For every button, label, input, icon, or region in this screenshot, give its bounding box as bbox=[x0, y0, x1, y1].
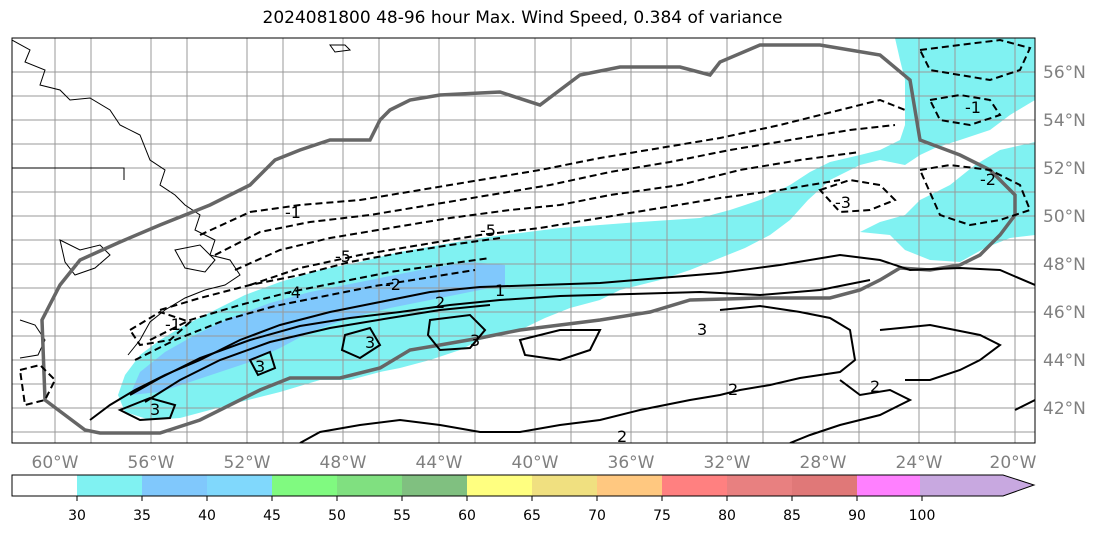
colorbar-tick-label: 90 bbox=[848, 508, 866, 524]
contour-label: 1 bbox=[495, 281, 505, 300]
contour-label: -4 bbox=[285, 283, 301, 302]
contour-label: 2 bbox=[617, 427, 627, 446]
lat-label: 46°N bbox=[1043, 303, 1086, 323]
contour-label: 2 bbox=[870, 377, 880, 396]
lon-label: 60°W bbox=[32, 453, 79, 473]
contour-label: -1 bbox=[285, 203, 301, 222]
lat-label: 54°N bbox=[1043, 111, 1086, 131]
colorbar-segment bbox=[727, 475, 792, 496]
colorbar-tick-label: 70 bbox=[588, 508, 606, 524]
lat-label: 50°N bbox=[1043, 207, 1086, 227]
lon-label: 56°W bbox=[128, 453, 175, 473]
lat-label: 48°N bbox=[1043, 255, 1086, 275]
colorbar-segment bbox=[857, 475, 922, 496]
colorbar-segment bbox=[272, 475, 337, 496]
contour-label: 2 bbox=[435, 293, 445, 312]
lon-label: 36°W bbox=[608, 453, 655, 473]
colorbar-segment bbox=[532, 475, 597, 496]
lon-label: 20°W bbox=[990, 453, 1037, 473]
colorbar-segment bbox=[792, 475, 857, 496]
contour-label: -1 bbox=[165, 315, 181, 334]
lon-label: 28°W bbox=[800, 453, 847, 473]
colorbar-tick-label: 40 bbox=[198, 508, 216, 524]
colorbar-tick-label: 85 bbox=[783, 508, 801, 524]
colorbar-segment bbox=[77, 475, 142, 496]
negative-contours bbox=[18, 38, 1032, 407]
contour-label: -2 bbox=[385, 275, 401, 294]
lat-label: 52°N bbox=[1043, 159, 1086, 179]
contour-label: 3 bbox=[150, 400, 160, 419]
positive-contours bbox=[89, 253, 1035, 443]
colorbar-tick-label: 35 bbox=[133, 508, 151, 524]
lon-label: 40°W bbox=[512, 453, 559, 473]
lat-label: 44°N bbox=[1043, 351, 1086, 371]
contour-label: -3 bbox=[835, 193, 851, 212]
lon-label: 44°W bbox=[416, 453, 463, 473]
colorbar-tick-label: 55 bbox=[393, 508, 411, 524]
lon-label: 24°W bbox=[896, 453, 943, 473]
colorbar: 30 35 40 45 50 55 60 65 70 75 80 85 90 1… bbox=[11, 474, 1036, 524]
latitude-labels: 56°N 54°N 52°N 50°N 48°N 46°N 44°N 42°N bbox=[1043, 63, 1086, 419]
colorbar-segment bbox=[662, 475, 727, 496]
colorbar-tick-label: 75 bbox=[653, 508, 671, 524]
colorbar-segment bbox=[337, 475, 402, 496]
contour-label: -5 bbox=[480, 221, 496, 240]
coastlines bbox=[12, 39, 352, 359]
colorbar-tick-label: 30 bbox=[68, 508, 86, 524]
lat-label: 56°N bbox=[1043, 63, 1086, 83]
colorbar-outline bbox=[11, 474, 1036, 497]
colorbar-segment bbox=[402, 475, 467, 496]
contour-label: 3 bbox=[470, 331, 480, 350]
contour-labels: 1 2 3 2 2 3 3 3 3 2 -1 -1 -2 -3 -5 -5 -2… bbox=[150, 98, 996, 446]
colorbar-segment bbox=[12, 475, 77, 496]
lon-label: 32°W bbox=[704, 453, 751, 473]
lat-label: 42°N bbox=[1043, 399, 1086, 419]
map-title: 2024081800 48-96 hour Max. Wind Speed, 0… bbox=[262, 8, 783, 28]
colorbar-extend-arrow bbox=[920, 475, 1034, 496]
contour-label: 3 bbox=[365, 333, 375, 352]
colorbar-tick-label: 80 bbox=[718, 508, 736, 524]
contour-label: -5 bbox=[335, 247, 351, 266]
map-frame bbox=[11, 37, 1036, 444]
domain-outline bbox=[40, 43, 1017, 435]
colorbar-tick-label: 60 bbox=[458, 508, 476, 524]
contour-label: 3 bbox=[255, 357, 265, 376]
colorbar-tick-label: 65 bbox=[523, 508, 541, 524]
longitude-labels: 60°W 56°W 52°W 48°W 44°W 40°W 36°W 32°W … bbox=[32, 453, 1037, 473]
contour-label: 3 bbox=[697, 320, 707, 339]
colorbar-tick-label: 50 bbox=[328, 508, 346, 524]
colorbar-segment bbox=[597, 475, 662, 496]
lon-label: 48°W bbox=[320, 453, 367, 473]
contour-label: -2 bbox=[980, 170, 996, 189]
contour-label: -1 bbox=[965, 98, 981, 117]
colorbar-tick-label: 45 bbox=[263, 508, 281, 524]
contour-label: 2 bbox=[728, 380, 738, 399]
colorbar-segment bbox=[207, 475, 272, 496]
lon-label: 52°W bbox=[224, 453, 271, 473]
colorbar-segment bbox=[142, 475, 207, 496]
colorbar-segment bbox=[467, 475, 532, 496]
colorbar-tick-label: 100 bbox=[909, 508, 936, 524]
graticule bbox=[12, 38, 1035, 443]
